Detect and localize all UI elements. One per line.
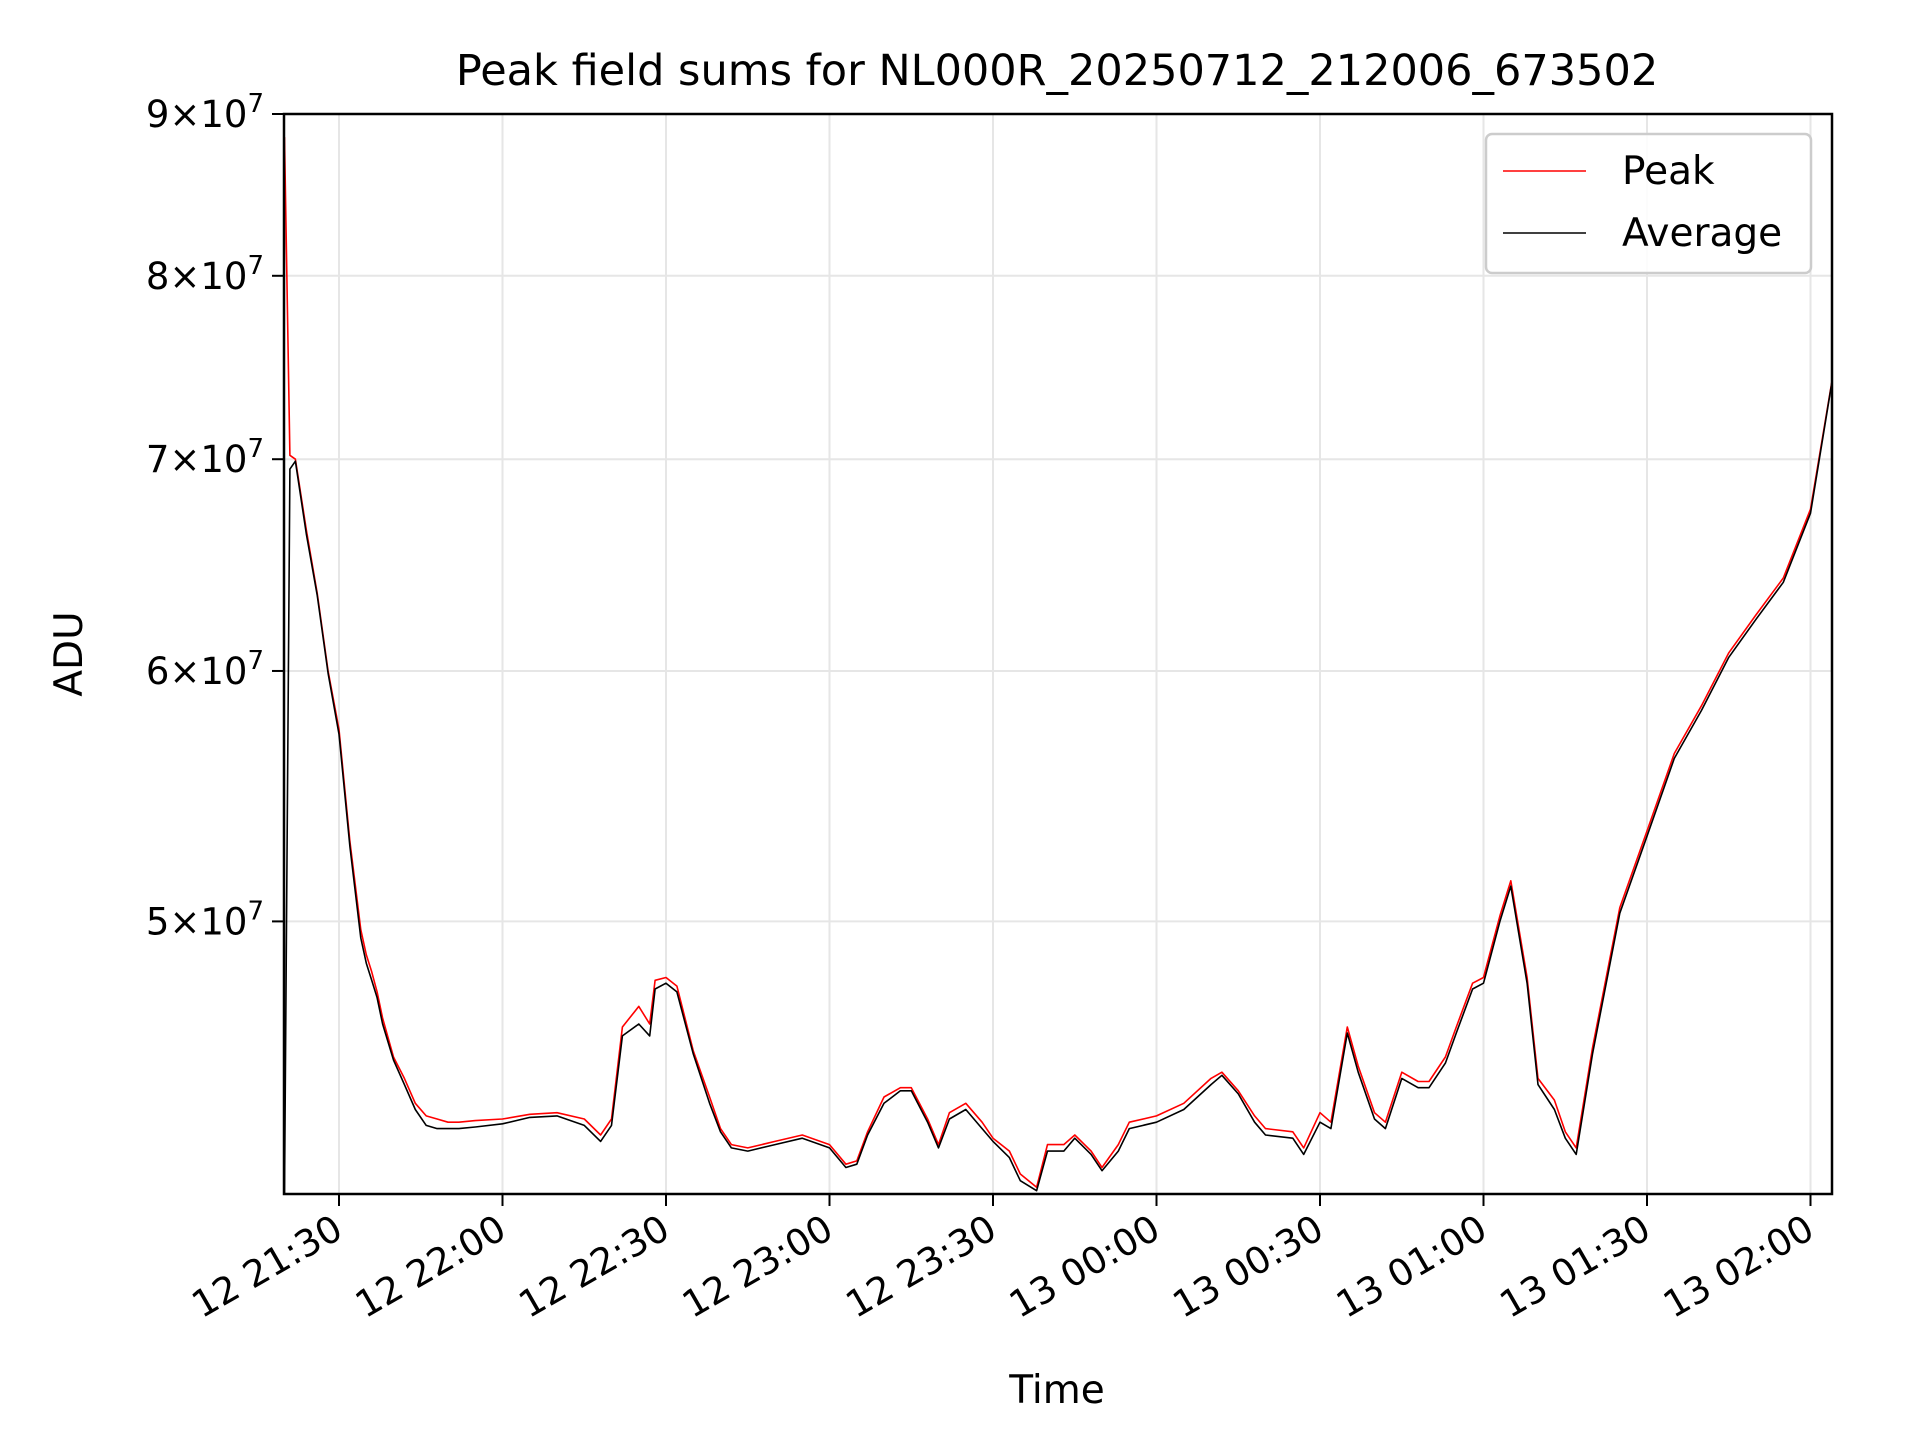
plot-lines: [284, 137, 1832, 1194]
series-line-average: [284, 376, 1832, 1194]
series-line-peak: [284, 137, 1832, 1189]
legend-box: [1484, 132, 1813, 275]
chart-title: Peak field sums for NL000R_20250712_2120…: [456, 46, 1658, 96]
y-tick-label: 7×107: [146, 434, 264, 481]
y-tick-label: 5×107: [146, 896, 264, 943]
y-tick-label: 6×107: [146, 646, 264, 693]
y-tick-label: 8×107: [146, 251, 264, 298]
legend-label-average: Average: [1622, 211, 1782, 256]
y-axis-label: ADU: [47, 611, 92, 696]
x-axis-label: Time: [1008, 1368, 1104, 1413]
legend: Peak Average: [1484, 132, 1813, 275]
plot-frame: [282, 112, 1834, 1196]
y-tick-label: 9×107: [146, 89, 264, 136]
legend-label-peak: Peak: [1622, 149, 1715, 194]
